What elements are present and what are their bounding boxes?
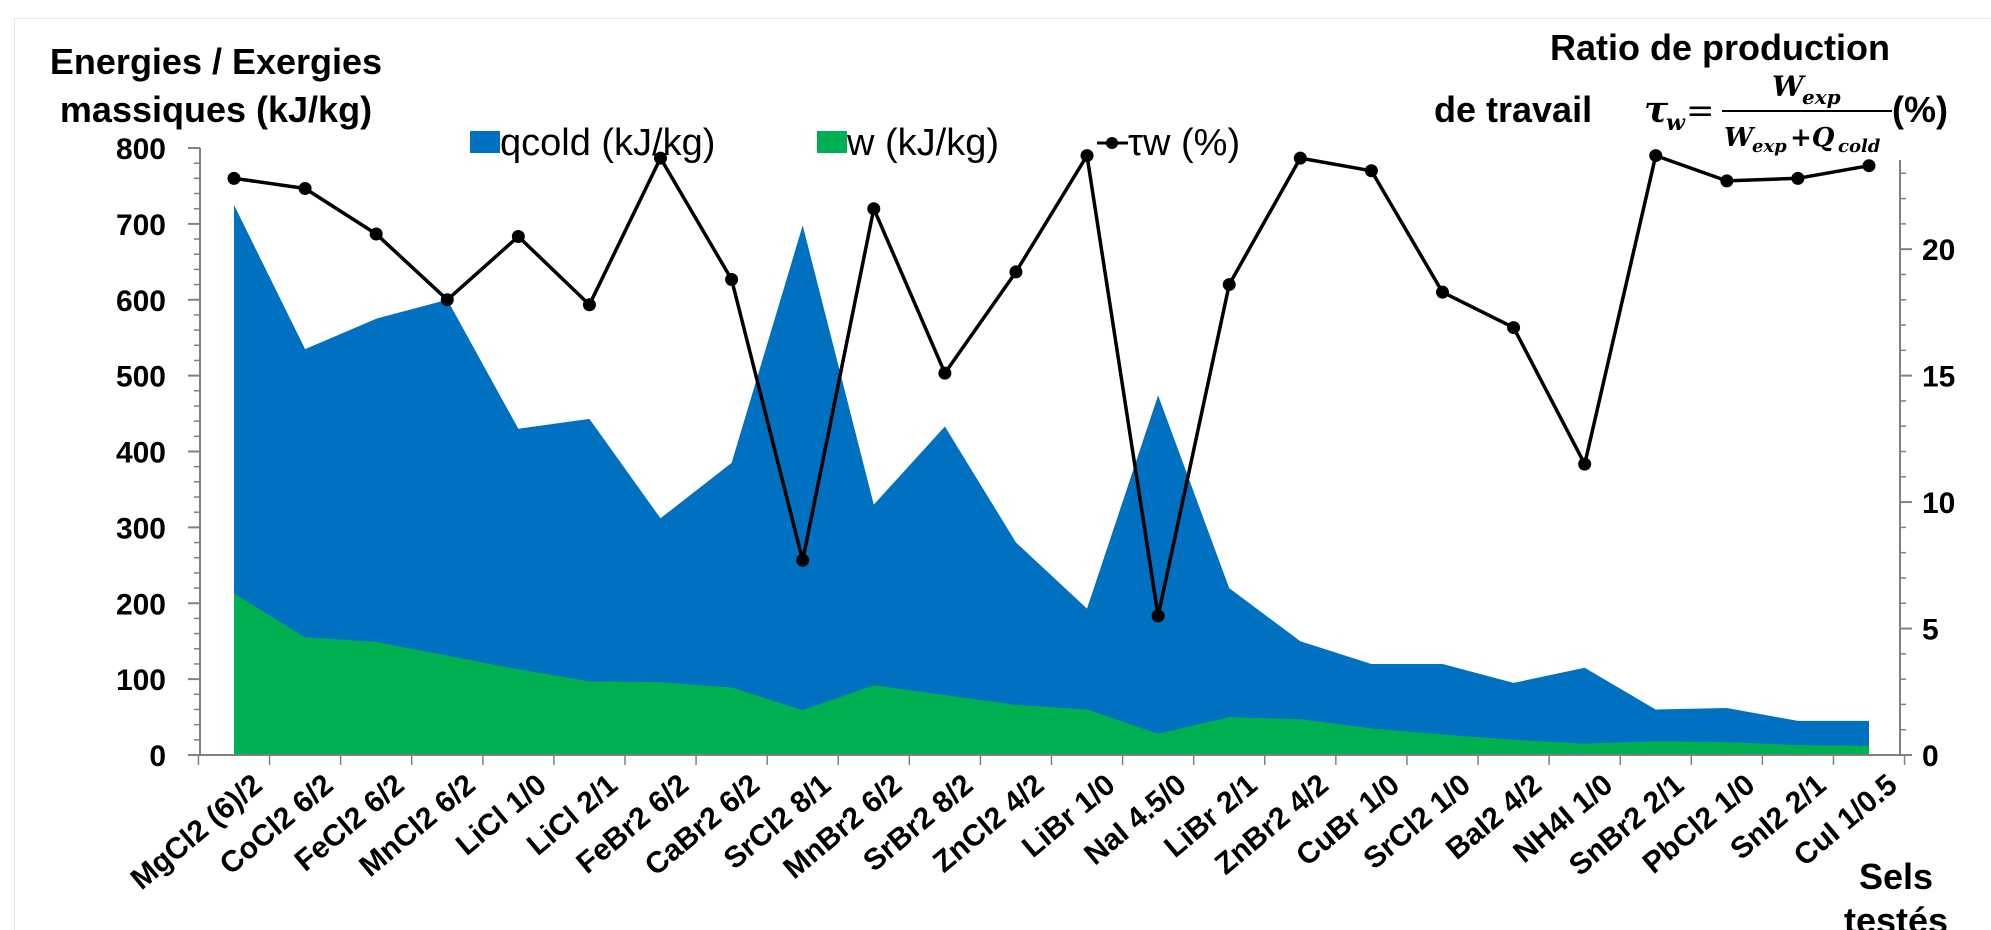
right-tick-label: 5	[1922, 614, 1939, 647]
left-axis-title-line2: massiques (kJ/kg)	[60, 89, 372, 130]
formula-denominator-plus-sub: cold	[1838, 136, 1881, 157]
x-axis-title-text: Sels testés	[1844, 856, 1948, 930]
legend-label-w: w (kJ/kg)	[846, 122, 999, 164]
tauw-point	[369, 227, 383, 241]
tauw-point	[867, 202, 881, 216]
area-series-group	[234, 204, 1869, 755]
tauw-point	[1720, 174, 1734, 188]
left-tick-label: 800	[116, 133, 166, 166]
formula-denominator: W	[1724, 123, 1756, 153]
legend-swatch-w	[817, 131, 847, 153]
tauw-point	[1507, 321, 1521, 335]
formula-suffix: (%)	[1892, 89, 1948, 130]
right-axis-title-line2: de travail	[1434, 89, 1592, 130]
right-tick-label: 20	[1922, 234, 1955, 267]
left-tick-label: 600	[116, 285, 166, 318]
right-tick-label: 15	[1922, 361, 1955, 394]
tauw-point	[1578, 457, 1592, 471]
tauw-point	[298, 181, 312, 195]
formula-numerator: W	[1772, 70, 1806, 103]
legend-label-tauw: τw (%)	[1128, 122, 1240, 164]
formula-denominator-sub: exp	[1752, 136, 1787, 157]
formula-tau: τ	[1644, 89, 1669, 131]
left-tick-label: 100	[116, 664, 166, 697]
tauw-point	[1293, 151, 1307, 165]
tauw-point	[938, 366, 952, 380]
tauw-point	[1791, 171, 1805, 185]
left-tick-label: 500	[116, 361, 166, 394]
left-tick-label: 700	[116, 209, 166, 242]
left-axis-title-line1: Energies / Exergies	[50, 41, 382, 82]
left-axis-title: Energies / Exergies massiques (kJ/kg)	[50, 41, 382, 130]
right-axis-title: Ratio de production de travail τ w = W e…	[1434, 27, 1948, 157]
formula-tau-sub: w	[1666, 110, 1686, 136]
tauw-point	[1009, 265, 1023, 279]
left-tick-label: 300	[116, 512, 166, 545]
right-tick-label: 10	[1922, 487, 1955, 520]
tauw-point	[582, 298, 596, 312]
tauw-point	[654, 151, 668, 165]
left-tick-label: 200	[116, 588, 166, 621]
formula-denominator-plus: +Q	[1790, 123, 1835, 153]
tauw-point	[227, 171, 241, 185]
legend-label-qcold: qcold (kJ/kg)	[500, 122, 715, 164]
right-axis-title-prefix: de travail	[1434, 89, 1592, 130]
tauw-point	[440, 293, 454, 307]
ratio-formula: τ w = W exp W exp +Q cold (%)	[1644, 70, 1948, 157]
tauw-point	[1080, 149, 1094, 163]
formula-equals: =	[1686, 91, 1715, 131]
tauw-point	[796, 553, 810, 567]
axes-group	[188, 147, 1912, 765]
legend-marker-tauw	[1106, 137, 1118, 149]
legend-item-tauw: τw (%)	[1097, 122, 1240, 164]
left-tick-label: 0	[149, 740, 166, 773]
chart-frame	[14, 18, 1991, 930]
legend-item-qcold: qcold (kJ/kg)	[470, 122, 715, 164]
right-tick-label: 0	[1922, 740, 1939, 773]
tauw-point	[1649, 149, 1663, 163]
legend-swatch-qcold	[470, 131, 500, 153]
ratio-line-group	[227, 149, 1876, 623]
tauw-line	[233, 153, 1870, 618]
tauw-point	[1364, 164, 1378, 178]
tauw-point	[1151, 609, 1165, 623]
tauw-point	[511, 230, 525, 244]
legend-item-w: w (kJ/kg)	[817, 122, 999, 164]
right-axis-title-line1: Ratio de production	[1550, 27, 1890, 68]
x-axis-title-word1: Sels	[1859, 856, 1933, 897]
qcold-area	[234, 204, 1869, 755]
x-axis-title-word2: testés	[1844, 900, 1948, 930]
tauw-point	[1862, 159, 1876, 173]
tauw-point	[1435, 285, 1449, 299]
tauw-point	[1222, 278, 1236, 292]
legend: qcold (kJ/kg) w (kJ/kg) τw (%)	[470, 122, 1240, 164]
x-axis-title: Sels testés	[1844, 856, 1948, 930]
formula-numerator-sub: exp	[1802, 85, 1841, 109]
left-tick-label: 400	[116, 437, 166, 470]
tauw-point	[725, 273, 739, 287]
w-area	[234, 593, 1869, 755]
